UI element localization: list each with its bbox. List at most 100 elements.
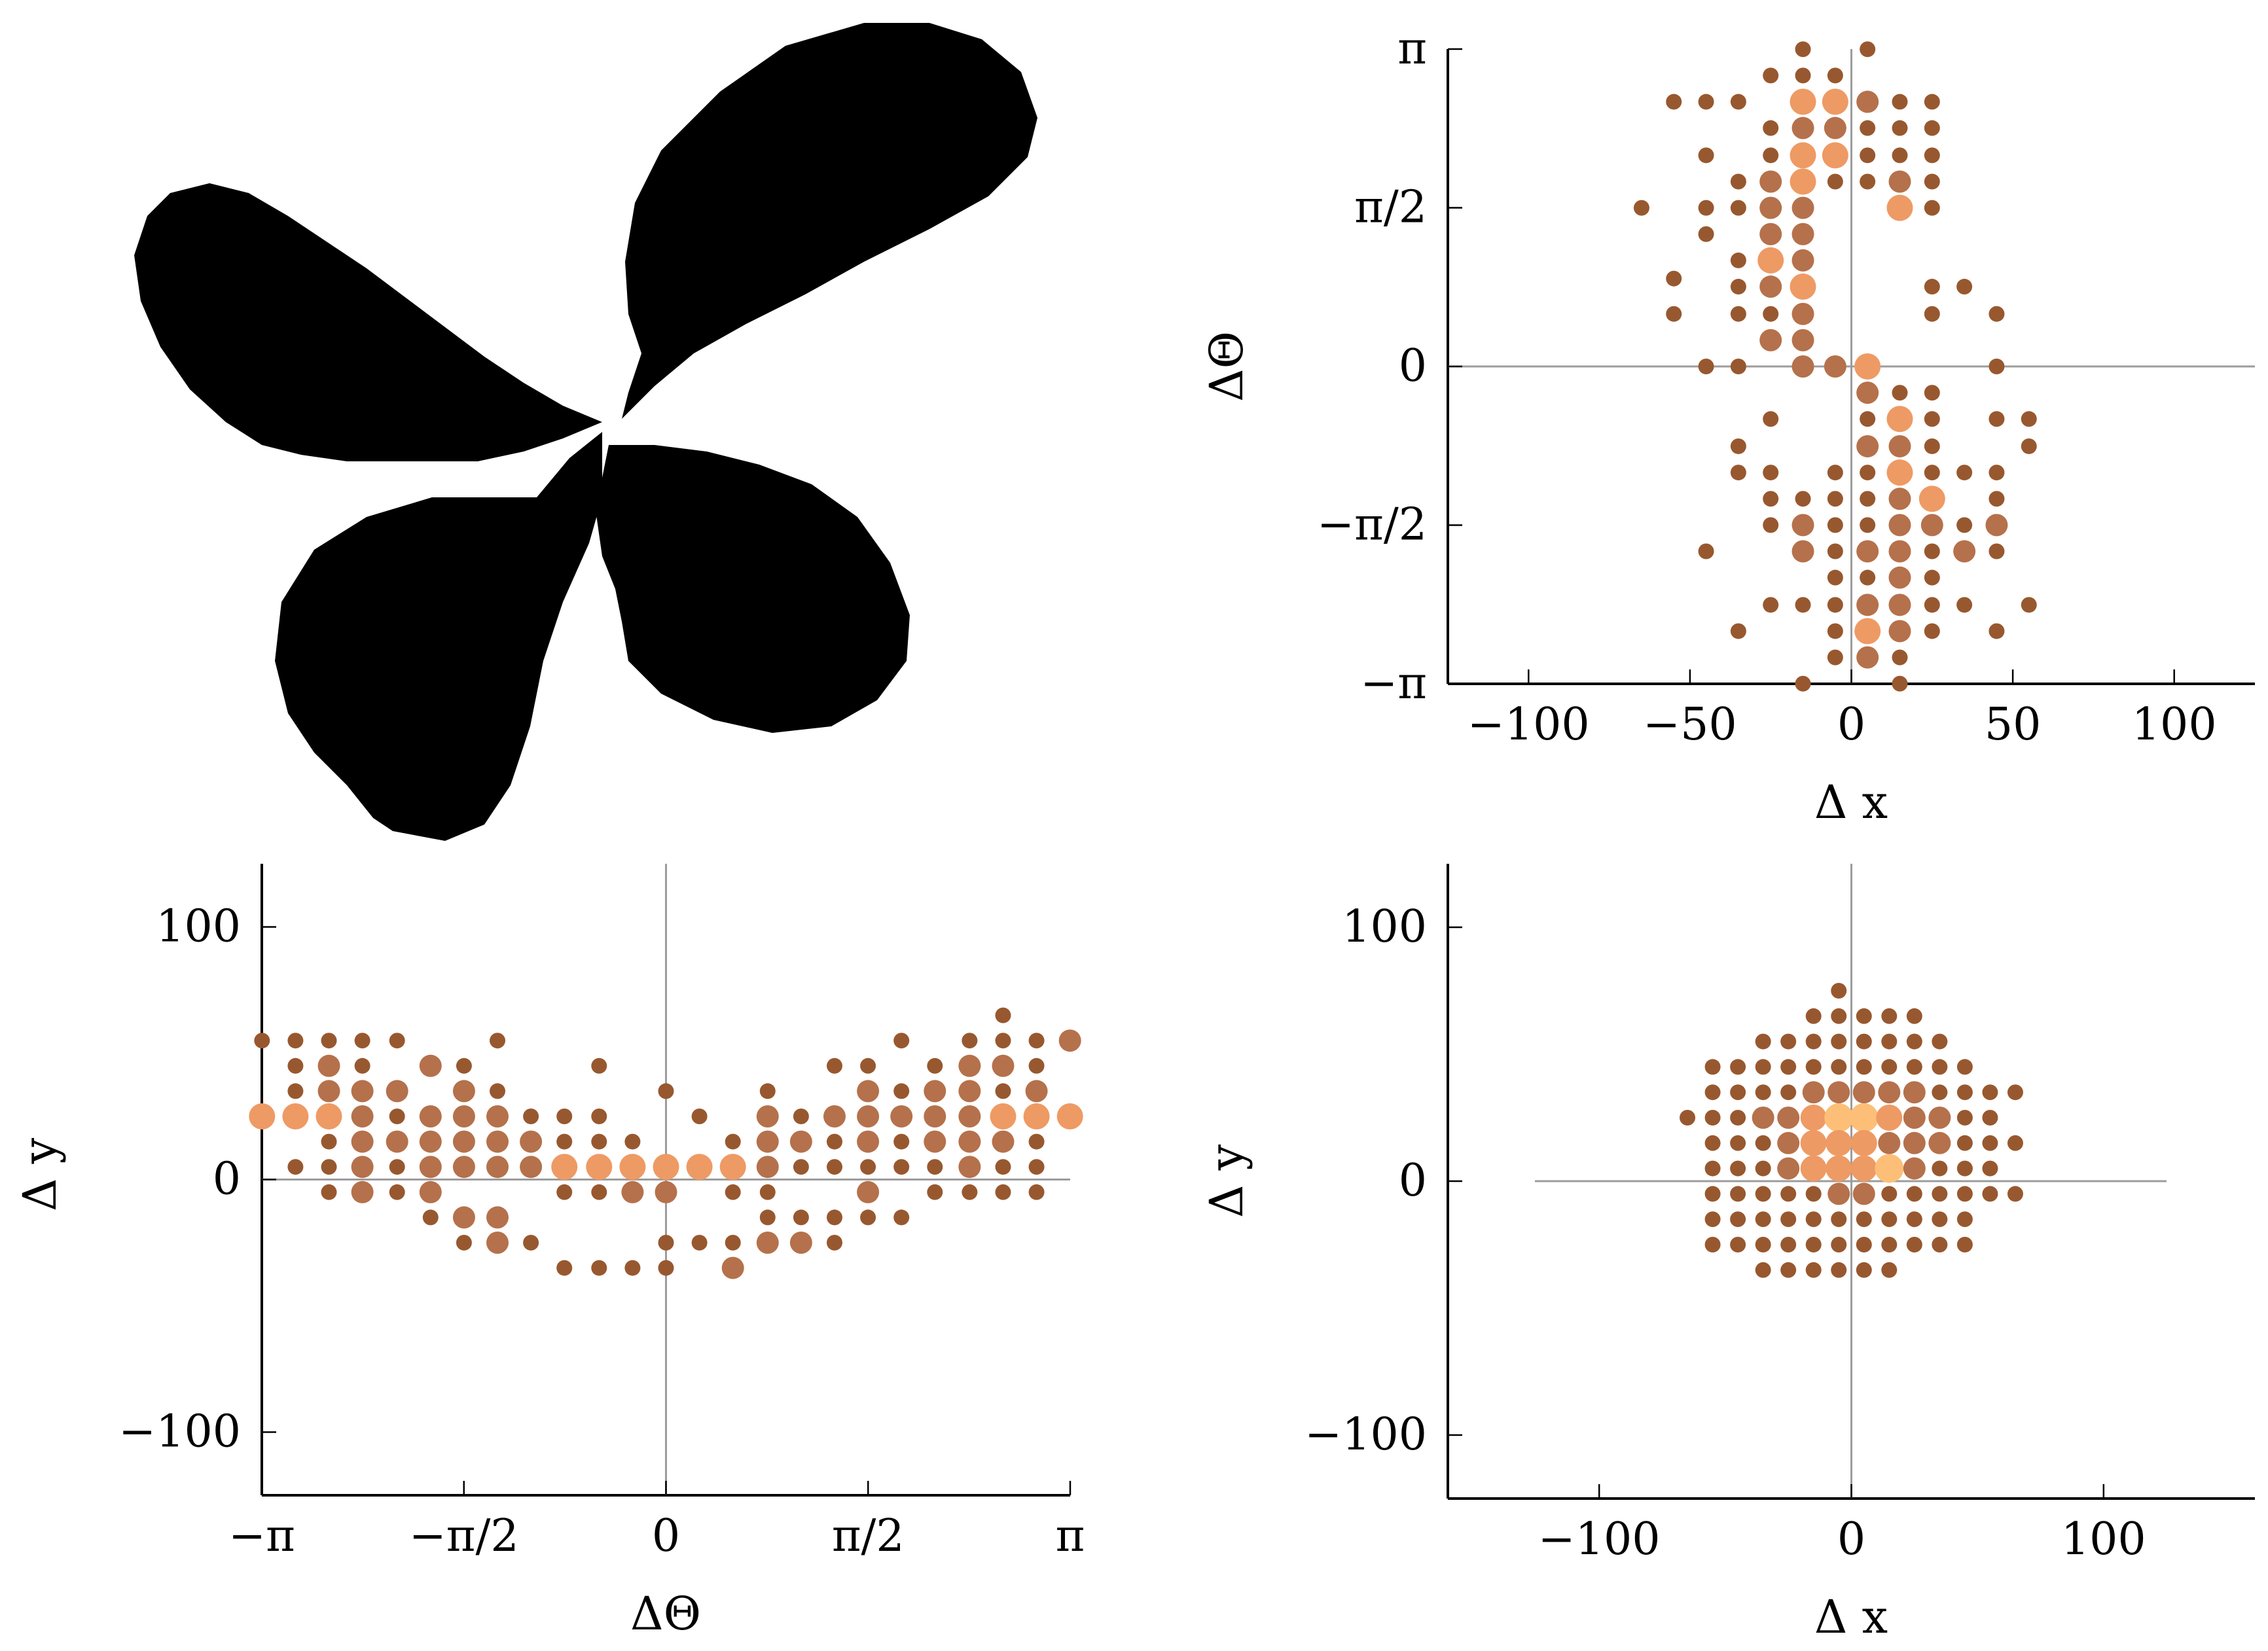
data-point <box>1956 1186 1973 1202</box>
ticks: −100 0 100 −100 0 100 <box>1305 864 2167 1565</box>
data-point <box>1755 1262 1771 1278</box>
shape-lobe-bottom-left <box>275 432 602 841</box>
data-point <box>1956 597 1973 613</box>
data-point <box>1924 385 1940 401</box>
data-point <box>962 1184 978 1200</box>
data-point <box>1028 1133 1045 1150</box>
data-point <box>1892 675 1908 692</box>
data-point <box>419 1130 442 1153</box>
data-point <box>1795 67 1811 84</box>
data-point <box>351 1105 374 1127</box>
data-point <box>1780 1186 1797 1202</box>
x-tick-label: 50 <box>1985 699 2042 751</box>
data-point <box>621 1181 644 1203</box>
data-point <box>422 1209 439 1226</box>
data-point <box>958 1156 981 1179</box>
data-point <box>793 1159 809 1175</box>
data-point <box>1763 411 1779 427</box>
data-point <box>1802 1081 1825 1104</box>
data-point <box>619 1154 646 1181</box>
points <box>1633 41 2037 692</box>
data-point <box>1780 1262 1797 1278</box>
data-point <box>1860 465 1876 481</box>
data-point <box>1989 359 2005 374</box>
data-point <box>1780 1237 1797 1252</box>
data-point <box>1831 1211 1847 1228</box>
data-point <box>1790 274 1816 300</box>
data-point <box>1730 173 1746 190</box>
data-point <box>1755 1160 1771 1177</box>
data-point <box>490 1083 506 1099</box>
data-point <box>1989 411 2005 427</box>
data-point <box>1755 1033 1771 1050</box>
data-point <box>1886 194 1913 221</box>
data-point <box>1824 355 1846 378</box>
data-point <box>725 1235 741 1251</box>
data-point <box>1849 1103 1879 1132</box>
x-tick-label: −100 <box>1538 1514 1661 1565</box>
data-point <box>1924 147 1940 164</box>
data-point <box>1892 94 1908 110</box>
data-point <box>1028 1033 1045 1049</box>
data-point <box>1928 1131 1951 1154</box>
data-point <box>1956 279 1973 295</box>
data-point <box>1025 1080 1048 1103</box>
data-point <box>1860 569 1876 586</box>
data-point <box>1755 1084 1771 1101</box>
data-point <box>287 1057 304 1074</box>
data-point <box>1982 1160 1998 1177</box>
data-point <box>1860 517 1876 533</box>
data-point <box>1831 1008 1847 1024</box>
chart-dx-dtheta: −100 −50 0 50 100 −π −π/2 0 π/2 π Δ x ΔΘ <box>1200 23 2255 829</box>
data-point <box>1924 623 1940 639</box>
data-point <box>1780 1084 1797 1101</box>
data-point <box>1860 491 1876 507</box>
data-point <box>1780 1211 1797 1228</box>
data-point <box>1903 1157 1926 1180</box>
data-point <box>927 1057 943 1074</box>
data-point <box>1805 1008 1822 1024</box>
data-point <box>389 1159 405 1175</box>
data-point <box>591 1109 607 1124</box>
data-point <box>1698 94 1714 110</box>
data-point <box>1791 302 1814 325</box>
data-point <box>1755 1211 1771 1228</box>
data-point <box>624 1260 641 1276</box>
data-point <box>1924 306 1940 322</box>
ticks: −100 −50 0 50 100 −π −π/2 0 π/2 π <box>1317 23 2255 751</box>
ticks: −π −π/2 0 π/2 π −100 0 100 <box>118 864 1085 1562</box>
data-point <box>1956 1084 1973 1101</box>
data-point <box>1888 594 1911 616</box>
data-point <box>1704 1084 1721 1101</box>
data-point <box>1892 649 1908 666</box>
data-point <box>995 1184 1011 1200</box>
data-point <box>1791 540 1814 563</box>
data-point <box>1028 1159 1045 1175</box>
data-point <box>1924 569 1940 586</box>
data-point <box>1982 1135 1998 1151</box>
data-point <box>1730 1059 1746 1075</box>
y-tick-label: 0 <box>213 1154 241 1205</box>
data-point <box>1956 1110 1973 1126</box>
data-point <box>1831 1262 1847 1278</box>
data-point <box>1878 1131 1901 1154</box>
data-point <box>624 1133 641 1150</box>
data-point <box>1928 1107 1951 1129</box>
x-axis-title: Δ x <box>1814 1590 1888 1644</box>
data-point <box>1878 1081 1901 1104</box>
data-point <box>452 1130 475 1153</box>
data-point <box>893 1209 910 1226</box>
data-point <box>1850 1129 1877 1156</box>
data-point <box>591 1057 607 1074</box>
data-point <box>1956 465 1973 481</box>
data-point <box>1698 226 1714 242</box>
data-point <box>1982 1110 1998 1126</box>
data-point <box>1918 486 1945 512</box>
data-point <box>351 1080 374 1103</box>
data-point <box>1805 1237 1822 1252</box>
data-point <box>490 1033 506 1049</box>
data-point <box>1956 1211 1973 1228</box>
data-point <box>321 1184 337 1200</box>
data-point <box>1023 1103 1050 1129</box>
data-point <box>1730 1211 1746 1228</box>
